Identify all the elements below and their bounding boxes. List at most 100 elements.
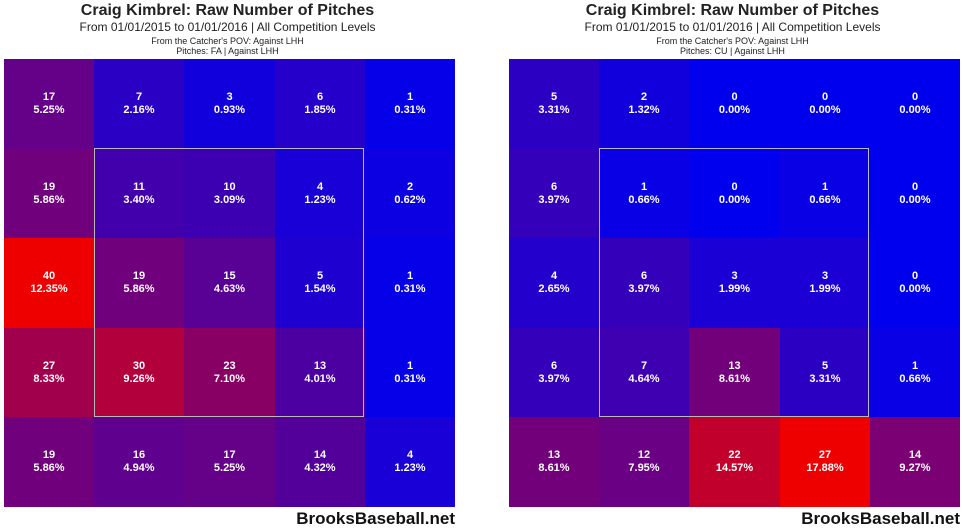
cell-count: 13: [313, 360, 327, 372]
heatmap-cell: 19 5.86%: [4, 149, 94, 238]
heatmap-cell: 6 3.97%: [599, 238, 689, 328]
heatmap-cell: 0 0.00%: [689, 149, 780, 238]
cell-percent: 1.54%: [304, 283, 336, 295]
cell-percent: 7.10%: [213, 373, 246, 385]
cell-count: 1: [406, 270, 414, 282]
heatmap-cell: 13 8.61%: [509, 417, 599, 507]
heatmap-panel-fa: Craig Kimbrel: Raw Number of Pitches Fro…: [0, 0, 455, 529]
cell-percent: 7.95%: [628, 462, 660, 474]
heatmap-panel-cu: Craig Kimbrel: Raw Number of Pitches Fro…: [505, 0, 960, 529]
heatmap-cell: 1 0.31%: [365, 59, 455, 149]
pitch-line: Pitches: CU | Against LHH: [680, 46, 785, 56]
cell-percent: 3.09%: [213, 194, 246, 206]
heatmap-cell: 7 4.64%: [599, 328, 689, 417]
cell-count: 3: [731, 270, 738, 282]
chart-subtitle: From 01/01/2015 to 01/01/2016 | All Comp…: [79, 20, 376, 34]
cell-percent: 3.40%: [123, 194, 155, 206]
heatmap-cell: 16 4.94%: [94, 417, 184, 507]
heatmap-cell: 23 7.10%: [184, 328, 275, 417]
cell-percent: 0.00%: [718, 104, 751, 116]
chart-title: Craig Kimbrel: Raw Number of Pitches: [80, 2, 375, 19]
heatmap-cell: 0 0.00%: [689, 59, 780, 149]
cell-count: 1: [911, 360, 919, 372]
brand-label: BrooksBaseball.net: [801, 509, 960, 528]
cell-count: 14: [908, 449, 922, 461]
heatmap-cell: 5 1.54%: [275, 238, 365, 328]
cell-count: 4: [406, 449, 414, 461]
cell-count: 5: [316, 270, 324, 282]
cell-count: 27: [818, 449, 832, 461]
heatmap-cell: 0 0.00%: [780, 59, 870, 149]
heatmap-cell: 13 8.61%: [689, 328, 780, 417]
heatmap-cell: 5 3.31%: [509, 59, 599, 149]
cell-percent: 0.31%: [394, 104, 426, 116]
cell-count: 7: [640, 360, 648, 372]
heatmap-cell: 12 7.95%: [599, 417, 689, 507]
cell-count: 22: [728, 449, 741, 461]
pitch-line: Pitches: FA | Against LHH: [176, 46, 279, 56]
heatmap-cell: 6 1.85%: [275, 59, 365, 149]
cell-percent: 0.00%: [718, 194, 751, 206]
cell-percent: 3.97%: [538, 373, 570, 385]
cell-count: 17: [223, 449, 236, 461]
cell-count: 2: [640, 91, 648, 103]
cell-count: 1: [821, 181, 829, 193]
heatmap-cell: 0 0.00%: [870, 59, 960, 149]
cell-count: 1: [640, 181, 648, 193]
cell-count: 15: [223, 270, 236, 282]
cell-percent: 3.31%: [809, 373, 841, 385]
cell-percent: 0.93%: [213, 104, 246, 116]
cell-count: 19: [132, 270, 146, 282]
heatmap-cell: 19 5.86%: [4, 417, 94, 507]
cell-percent: 0.00%: [899, 104, 931, 116]
chart-subtitle: From 01/01/2015 to 01/01/2016 | All Comp…: [584, 20, 881, 34]
cell-percent: 5.86%: [123, 283, 155, 295]
cell-count: 3: [226, 91, 233, 103]
heatmap-cell: 3 0.93%: [184, 59, 275, 149]
heatmap-cell: 7 2.16%: [94, 59, 184, 149]
cell-percent: 12.35%: [30, 283, 68, 295]
heatmap-cell: 4 1.23%: [365, 417, 455, 507]
cell-percent: 3.97%: [628, 283, 660, 295]
cell-count: 12: [637, 449, 651, 461]
heatmap-grid: 5 3.31% 2 1.32% 0 0.00% 0 0.00% 0 0.00% 6 3.97% 1 0.6…: [509, 59, 960, 507]
cell-percent: 4.94%: [123, 462, 155, 474]
cell-percent: 5.86%: [33, 194, 65, 206]
cell-count: 30: [132, 360, 146, 372]
heatmap-grid: 17 5.25% 7 2.16% 3 0.93% 6 1.85% 1 0.31% 19 5.86% 11…: [4, 59, 455, 507]
cell-count: 0: [911, 91, 919, 103]
heatmap-cell: 1 0.31%: [365, 238, 455, 328]
cell-percent: 4.32%: [304, 462, 336, 474]
cell-count: 17: [42, 91, 56, 103]
cell-percent: 1.23%: [394, 462, 426, 474]
cell-count: 10: [223, 181, 236, 193]
cell-percent: 1.99%: [718, 283, 751, 295]
cell-count: 13: [728, 360, 741, 372]
brand-label: BrooksBaseball.net: [296, 509, 455, 528]
heatmap-cell: 10 3.09%: [184, 149, 275, 238]
cell-percent: 0.00%: [899, 194, 931, 206]
cell-count: 0: [731, 181, 738, 193]
heatmap-cell: 0 0.00%: [870, 149, 960, 238]
cell-count: 11: [133, 181, 145, 193]
heatmap-cell: 40 12.35%: [4, 238, 94, 328]
cell-percent: 0.31%: [394, 373, 426, 385]
cell-percent: 4.64%: [628, 373, 660, 385]
heatmap-cell: 17 5.25%: [184, 417, 275, 507]
cell-percent: 1.32%: [628, 104, 660, 116]
cell-count: 6: [550, 360, 558, 372]
heatmap-cell: 1 0.66%: [599, 149, 689, 238]
heatmap-cell: 17 5.25%: [4, 59, 94, 149]
cell-percent: 2.65%: [538, 283, 570, 295]
cell-count: 40: [42, 270, 56, 282]
cell-count: 13: [547, 449, 561, 461]
heatmap-cell: 4 2.65%: [509, 238, 599, 328]
cell-percent: 8.61%: [718, 373, 751, 385]
heatmap-cell: 14 4.32%: [275, 417, 365, 507]
cell-percent: 0.66%: [899, 373, 931, 385]
heatmap-cell: 5 3.31%: [780, 328, 870, 417]
heatmap-cell: 0 0.00%: [870, 238, 960, 328]
heatmap-cell: 1 0.31%: [365, 328, 455, 417]
cell-percent: 1.23%: [304, 194, 336, 206]
cell-count: 1: [406, 91, 414, 103]
